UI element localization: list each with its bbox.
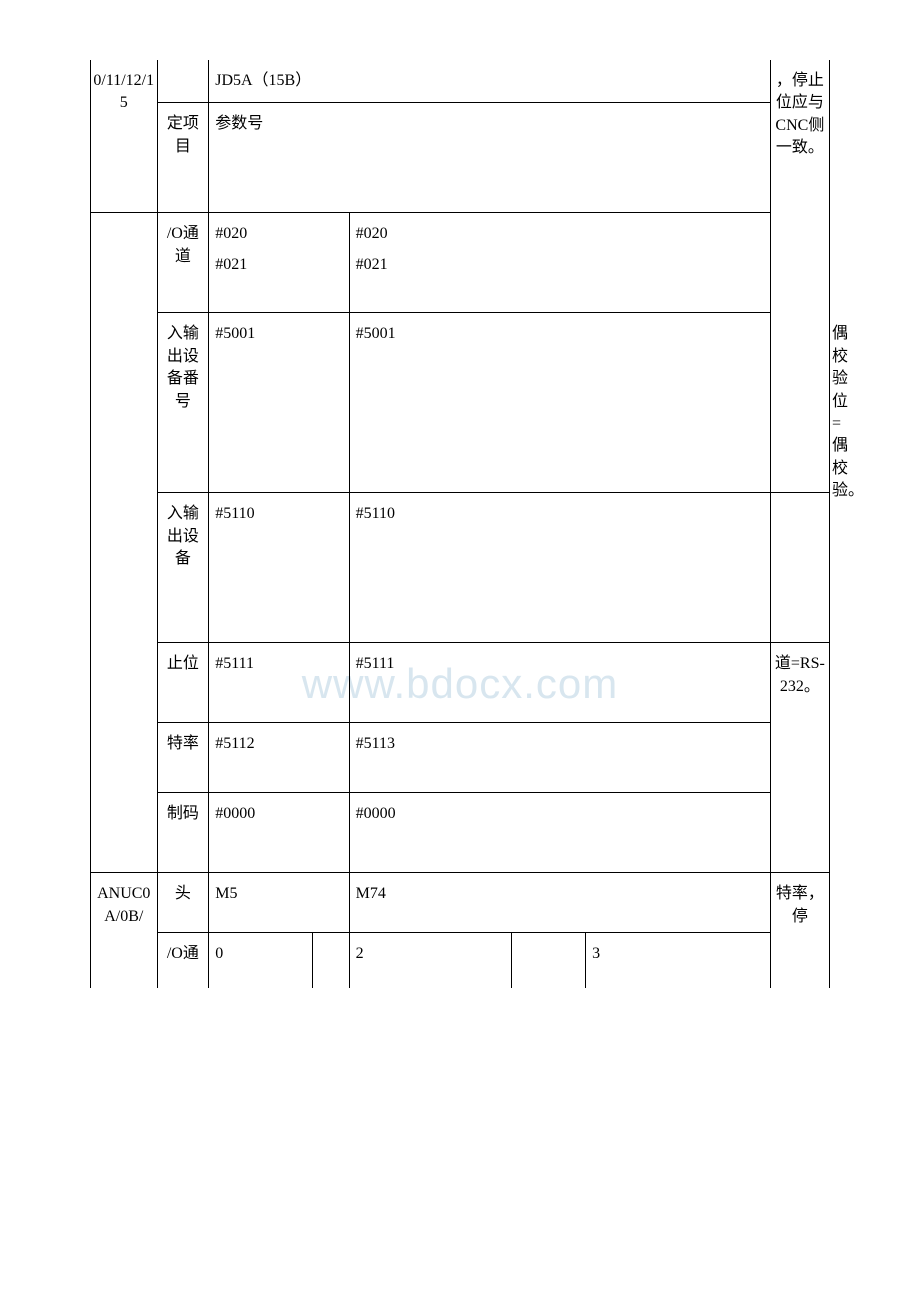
left-group-bot: ANUC0A/0B/ [91,873,158,988]
cell: #0000 [349,793,770,873]
table-row: 入输出设备 #5110 #5110 [91,493,830,643]
cell-label: 定项目 [157,103,209,213]
cell-label: 入输出设备番号 [157,313,209,493]
cell: JD5A（15B） [209,60,771,103]
cell: 2 [349,933,512,988]
cell: #5110 [209,493,349,643]
cell-label: /O通 [157,933,209,988]
cell: #5111 [209,643,349,723]
table-row: 入输出设备番号 #5001 #5001 偶校验位=偶校验。 [91,313,830,493]
cell: #5112 [209,723,349,793]
cell [312,933,349,988]
cell: 0 [209,933,312,988]
cell-value: #020 [215,223,342,245]
cell: M5 [209,873,349,933]
cell: #5113 [349,723,770,793]
table-row: /O通道 #020 #021 #020 #021 [91,213,830,313]
cell-label: 止位 [157,643,209,723]
left-spacer [91,213,158,873]
cell: #5111 [349,643,770,723]
cell: #020 #021 [209,213,349,313]
cell-value: #021 [215,254,342,276]
left-group-top: 0/11/12/15 [91,60,158,213]
cell-value: #020 [356,223,764,245]
cell [157,60,209,103]
cell-label: 头 [157,873,209,933]
cell: #5001 [349,313,770,493]
cell: #5001 [209,313,349,493]
cell: 3 [586,933,771,988]
cell-value: #021 [356,254,764,276]
table-row: 特率 #5112 #5113 [91,723,830,793]
side-note-bot: 道=RS-232。 [770,643,829,873]
data-table: 0/11/12/15 JD5A（15B） ，停止位应与CNC侧一致。 定项目 参… [90,60,830,988]
table-row: 0/11/12/15 JD5A（15B） ，停止位应与CNC侧一致。 [91,60,830,103]
side-note-top: ，停止位应与CNC侧一致。 [770,60,829,493]
cell-label: 制码 [157,793,209,873]
cell: M74 [349,873,770,933]
cell: #020 #021 [349,213,770,313]
side-note-r8: 特率，停 [770,873,829,988]
cell: #0000 [209,793,349,873]
table-row: 制码 #0000 #0000 [91,793,830,873]
cell-label: 入输出设备 [157,493,209,643]
cell: #5110 [349,493,770,643]
cell-label: 特率 [157,723,209,793]
table-row: ANUC0A/0B/ 头 M5 M74 特率，停 [91,873,830,933]
cell: 参数号 [209,103,771,213]
table-row: 定项目 参数号 [91,103,830,213]
cell [512,933,586,988]
cell-label: /O通道 [157,213,209,313]
table-row: /O通 0 2 3 [91,933,830,988]
table-row: 止位 #5111 #5111 道=RS-232。 [91,643,830,723]
